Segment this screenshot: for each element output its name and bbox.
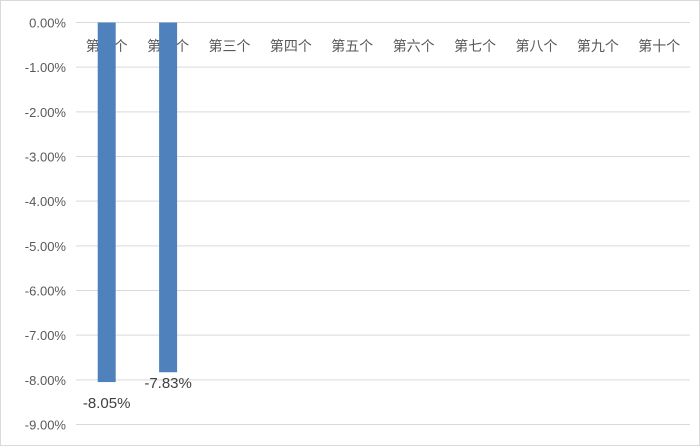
- y-tick-label: -9.00%: [25, 418, 67, 433]
- x-tick-label: 第四个: [270, 38, 312, 55]
- y-tick-label: -4.00%: [25, 194, 67, 209]
- x-tick-label: 第八个: [516, 38, 558, 55]
- y-tick-label: -7.00%: [25, 328, 67, 343]
- y-tick-label: -8.00%: [25, 373, 67, 388]
- y-tick-label: -1.00%: [25, 60, 67, 75]
- bar: [159, 22, 178, 373]
- y-tick-label: -6.00%: [25, 284, 67, 299]
- x-tick-label: 第三个: [209, 38, 251, 55]
- y-tick-label: 0.00%: [29, 16, 66, 31]
- data-label: -7.83%: [144, 375, 192, 392]
- y-tick-label: -2.00%: [25, 105, 67, 120]
- x-tick-label: 第七个: [454, 38, 496, 55]
- y-tick-label: -3.00%: [25, 150, 67, 165]
- y-tick-label: -5.00%: [25, 239, 67, 254]
- data-label: -8.05%: [83, 395, 131, 412]
- x-tick-label: 第十个: [638, 38, 680, 55]
- x-tick-label: 第六个: [393, 38, 435, 55]
- x-tick-label: 第九个: [577, 38, 619, 55]
- x-tick-label: 第五个: [331, 38, 373, 55]
- bar: [97, 22, 116, 383]
